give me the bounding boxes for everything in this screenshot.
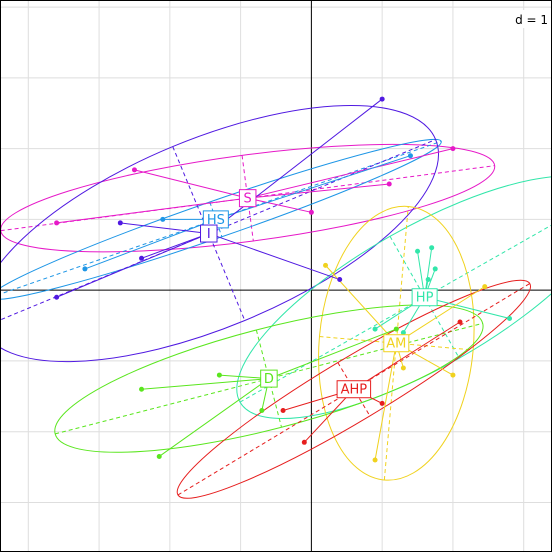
point-d (139, 386, 145, 392)
point-hs (82, 266, 88, 272)
point-i (117, 220, 123, 226)
group-points (54, 96, 513, 463)
point-d (259, 407, 265, 413)
spoke-hp (424, 296, 510, 319)
point-i (337, 277, 343, 283)
point-am (450, 372, 456, 378)
point-i (54, 294, 60, 300)
group-label-i: I (207, 227, 211, 242)
spoke-s (247, 148, 454, 199)
spoke-ahp (353, 321, 461, 390)
group-label-box-s (238, 189, 257, 208)
scale-label: d = 1 (515, 13, 548, 27)
point-s (386, 181, 392, 187)
point-s (308, 209, 314, 215)
point-hp (372, 326, 378, 332)
scale-label-background (505, 10, 550, 28)
ellipse-major-axis-s (0, 165, 495, 232)
spoke-hs (215, 155, 411, 220)
group-label-hs: HS (207, 213, 225, 228)
point-hp (400, 330, 406, 336)
spoke-d (141, 378, 269, 390)
point-d (156, 453, 162, 459)
group-label-box-hp (411, 288, 438, 307)
spoke-am (325, 265, 397, 344)
spoke-s (56, 197, 248, 224)
point-ahp (457, 319, 463, 325)
ellipse-major-axis-am (383, 206, 409, 481)
spoke-s (247, 197, 312, 213)
point-ahp (280, 407, 286, 413)
spoke-s (247, 183, 390, 199)
group-label-box-d (260, 369, 278, 388)
point-hp (415, 248, 421, 254)
point-hs (160, 216, 166, 222)
point-hp (507, 315, 513, 321)
spoke-i (141, 233, 209, 259)
spoke-am (396, 286, 486, 344)
ellipse-minor-axis-hs (209, 201, 223, 237)
point-hp (425, 277, 431, 283)
spoke-i (208, 233, 340, 281)
spoke-am (374, 343, 397, 461)
point-am (323, 262, 329, 268)
point-hs (407, 153, 413, 159)
point-i (139, 255, 145, 261)
point-hp (432, 266, 438, 272)
spoke-d (158, 378, 270, 457)
point-am (482, 284, 488, 290)
point-i (379, 96, 385, 102)
point-ahp (379, 400, 385, 406)
point-s (450, 146, 456, 152)
spoke-i (120, 222, 209, 235)
group-label-am: AM (386, 337, 406, 352)
point-am (372, 457, 378, 463)
spoke-i (208, 98, 383, 234)
group-label-s: S (244, 192, 252, 207)
point-ahp (301, 439, 307, 445)
spoke-hs (84, 218, 217, 270)
point-d (393, 326, 399, 332)
group-label-box-ahp (336, 380, 372, 399)
point-s (131, 167, 137, 173)
group-labels: S HSI HP AM D AHP (200, 189, 438, 399)
group-label-hp: HP (416, 291, 434, 306)
point-hp (429, 245, 435, 251)
group-label-d: D (264, 372, 274, 387)
spoke-d (268, 328, 397, 380)
group-label-ahp: AHP (341, 383, 368, 398)
group-label-box-i (200, 224, 218, 243)
spoke-i (56, 233, 209, 298)
group-spokes (56, 98, 510, 461)
group-label-box-am (383, 334, 410, 353)
point-s (54, 220, 60, 226)
spoke-s (134, 169, 248, 199)
point-d (216, 372, 222, 378)
point-am (400, 365, 406, 371)
